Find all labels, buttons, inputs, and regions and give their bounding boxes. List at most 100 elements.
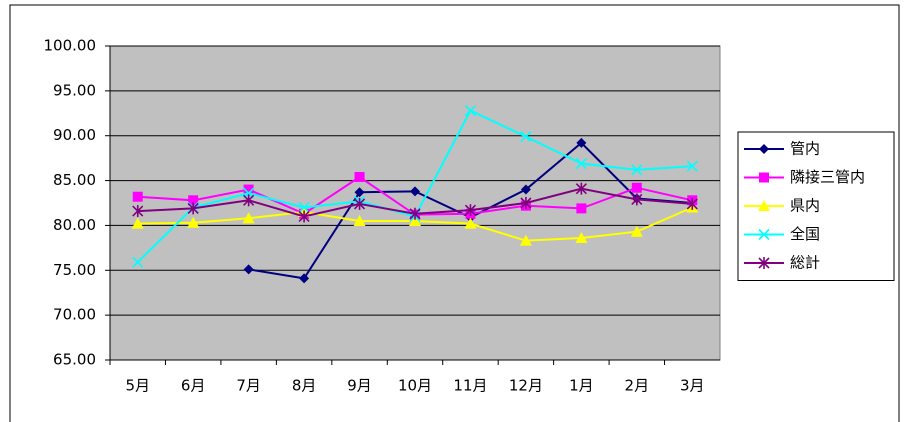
y-tick-label: 80.00 bbox=[53, 216, 96, 234]
marker bbox=[242, 212, 255, 224]
marker-part bbox=[520, 184, 531, 195]
marker bbox=[464, 217, 477, 229]
marker-part bbox=[576, 137, 587, 148]
marker bbox=[131, 217, 144, 229]
marker bbox=[575, 182, 587, 195]
marker bbox=[354, 187, 365, 198]
marker bbox=[410, 186, 420, 197]
marker-part bbox=[354, 171, 365, 182]
marker bbox=[575, 231, 588, 243]
marker bbox=[576, 137, 587, 148]
marker bbox=[520, 131, 532, 143]
marker-part bbox=[759, 144, 769, 154]
marker-part bbox=[758, 200, 770, 211]
marker bbox=[187, 216, 200, 228]
marker-part bbox=[187, 216, 200, 228]
marker bbox=[243, 264, 254, 275]
legend-label: 総計 bbox=[790, 254, 820, 272]
marker bbox=[298, 210, 310, 223]
marker-part bbox=[243, 264, 254, 275]
y-tick-label: 90.00 bbox=[53, 126, 96, 144]
marker bbox=[353, 214, 366, 226]
y-tick-label: 85.00 bbox=[53, 171, 96, 189]
marker bbox=[519, 234, 532, 246]
x-tick-label: 11月 bbox=[453, 377, 487, 395]
marker bbox=[631, 182, 642, 193]
marker-part bbox=[464, 217, 477, 229]
marker-part bbox=[353, 214, 366, 226]
x-tick-label: 10月 bbox=[398, 377, 432, 395]
marker-part bbox=[519, 234, 532, 246]
marker bbox=[243, 194, 255, 207]
y-tick-label: 70.00 bbox=[53, 306, 96, 324]
marker bbox=[758, 257, 770, 269]
marker-part bbox=[354, 187, 365, 198]
marker-part bbox=[464, 105, 477, 117]
marker bbox=[299, 273, 310, 284]
marker bbox=[464, 204, 477, 217]
marker-part bbox=[575, 157, 587, 170]
marker bbox=[187, 202, 199, 215]
marker-part bbox=[299, 273, 310, 284]
marker-part bbox=[630, 225, 643, 237]
marker bbox=[758, 228, 770, 241]
x-tick-label: 3月 bbox=[680, 377, 705, 395]
legend-label: 隣接三管内 bbox=[790, 168, 865, 186]
marker-part bbox=[759, 172, 769, 183]
y-tick-label: 100.00 bbox=[44, 37, 97, 55]
marker-part bbox=[576, 203, 587, 214]
marker bbox=[354, 171, 365, 182]
x-tick-label: 7月 bbox=[236, 377, 261, 395]
marker bbox=[686, 197, 698, 210]
marker bbox=[631, 164, 643, 176]
y-tick-label: 75.00 bbox=[53, 261, 96, 279]
marker-part bbox=[242, 212, 255, 224]
marker-part bbox=[243, 184, 254, 195]
marker-part bbox=[132, 191, 143, 202]
marker bbox=[353, 197, 366, 210]
marker bbox=[576, 203, 587, 214]
y-tick-label: 95.00 bbox=[53, 81, 96, 99]
x-tick-label: 1月 bbox=[569, 377, 594, 395]
marker bbox=[132, 205, 144, 218]
marker-part bbox=[410, 186, 420, 197]
marker bbox=[520, 197, 532, 209]
marker-part bbox=[298, 201, 310, 214]
marker bbox=[630, 225, 643, 237]
legend-label: 県内 bbox=[790, 197, 820, 215]
marker bbox=[132, 256, 144, 268]
marker bbox=[298, 201, 310, 214]
marker bbox=[759, 172, 769, 183]
marker-part bbox=[758, 228, 770, 241]
legend-label: 全国 bbox=[790, 225, 820, 243]
marker bbox=[520, 184, 531, 195]
x-tick-label: 12月 bbox=[509, 377, 543, 395]
marker-part bbox=[686, 160, 698, 172]
x-tick-label: 6月 bbox=[181, 377, 206, 395]
marker-part bbox=[409, 214, 421, 226]
plot-area bbox=[109, 45, 721, 361]
marker-part bbox=[132, 256, 144, 268]
marker-part bbox=[631, 164, 643, 176]
marker bbox=[759, 144, 769, 154]
y-tick-label: 65.00 bbox=[53, 351, 96, 369]
marker-part bbox=[520, 131, 532, 143]
marker-part bbox=[188, 195, 199, 206]
marker-part bbox=[575, 231, 588, 243]
x-tick-label: 8月 bbox=[292, 377, 317, 395]
marker bbox=[575, 157, 587, 170]
legend-label: 管内 bbox=[790, 140, 820, 158]
marker bbox=[758, 200, 770, 211]
marker bbox=[243, 184, 254, 195]
marker bbox=[188, 195, 199, 206]
marker-part bbox=[631, 182, 642, 193]
marker bbox=[132, 191, 143, 202]
marker-part bbox=[131, 217, 144, 229]
marker bbox=[409, 214, 421, 226]
marker bbox=[631, 193, 643, 206]
x-tick-label: 2月 bbox=[625, 377, 650, 395]
marker bbox=[464, 105, 477, 117]
marker bbox=[409, 207, 421, 220]
x-tick-label: 9月 bbox=[347, 377, 372, 395]
